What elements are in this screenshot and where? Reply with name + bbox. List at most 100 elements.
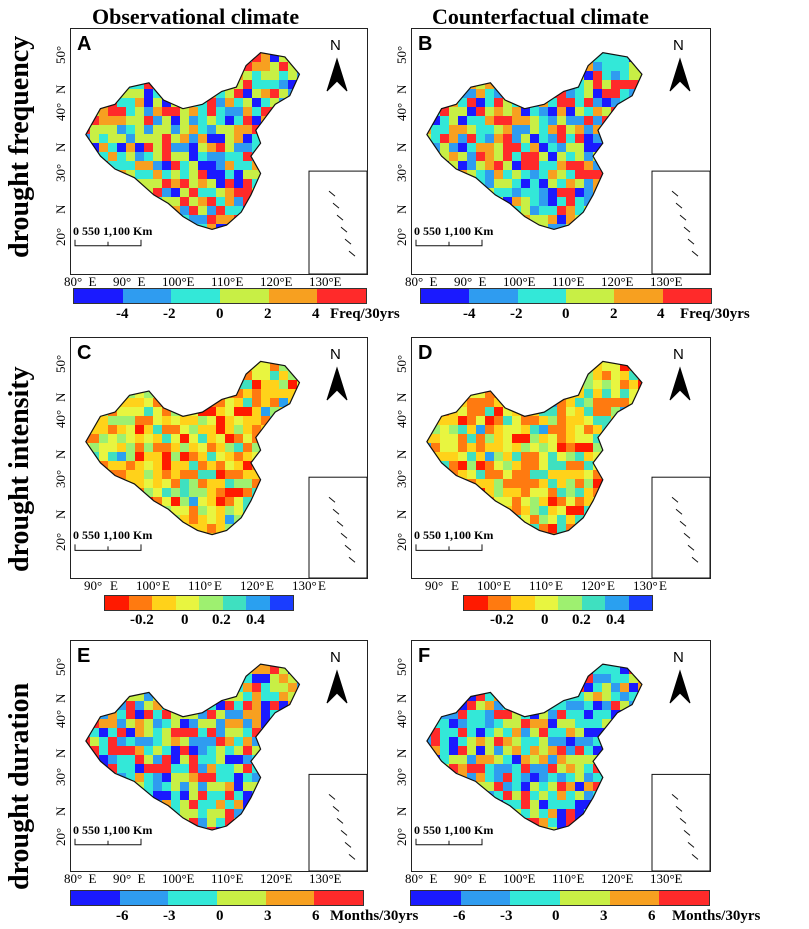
island-dash bbox=[336, 214, 344, 221]
latitude-label: N bbox=[394, 84, 409, 94]
colorbar-swatch bbox=[511, 596, 535, 610]
colorbar-swatch bbox=[560, 891, 610, 905]
colorbar-swatch bbox=[168, 891, 218, 905]
longitude-label: 80° bbox=[64, 871, 83, 886]
island-dash bbox=[340, 226, 348, 233]
colorbar-swatch bbox=[517, 289, 566, 303]
island-dash bbox=[344, 544, 352, 551]
latitude-label: 50° bbox=[394, 354, 409, 373]
latitude-label: 50° bbox=[394, 46, 409, 65]
island-dash bbox=[691, 854, 699, 860]
duration-tick: -3 bbox=[500, 908, 513, 924]
latitude-label: N bbox=[394, 806, 409, 816]
map-panel-f: F N 0 550 1,100 Km bbox=[411, 640, 711, 872]
island-dash bbox=[348, 250, 356, 257]
duration-tick: 6 bbox=[648, 908, 656, 924]
duration-tick: -6 bbox=[116, 908, 129, 924]
island-dash bbox=[328, 190, 336, 197]
colorbar-duration-left bbox=[70, 890, 364, 906]
longitude-label: E bbox=[555, 578, 563, 593]
freq-tick: 4 bbox=[312, 306, 320, 322]
island-dash bbox=[675, 806, 683, 812]
longitude-label: 100° bbox=[162, 274, 187, 289]
latitude-label: 30° bbox=[394, 163, 409, 182]
colorbar-swatch bbox=[605, 596, 629, 610]
latitude-label: 40° bbox=[53, 710, 68, 729]
longitude-label: 120° bbox=[240, 578, 265, 593]
colorbar-swatch bbox=[269, 596, 293, 610]
longitude-label: 90° bbox=[113, 871, 132, 886]
longitude-label: 100° bbox=[503, 274, 528, 289]
latitude-label: 20° bbox=[53, 227, 68, 246]
colorbar-swatch bbox=[487, 596, 511, 610]
island-dash bbox=[332, 202, 340, 209]
island-dash bbox=[691, 556, 699, 563]
longitude-label: E bbox=[674, 871, 683, 886]
longitude-label: 90° bbox=[113, 274, 132, 289]
south-china-sea-inset bbox=[308, 170, 367, 274]
island-dash bbox=[683, 226, 691, 233]
colorbar-swatch bbox=[128, 596, 152, 610]
longitude-label: 110° bbox=[211, 871, 236, 886]
island-dash bbox=[348, 556, 356, 563]
latitude-label: N bbox=[53, 748, 68, 759]
colorbar-swatch bbox=[222, 596, 246, 610]
duration-tick: 3 bbox=[600, 908, 608, 924]
longitude-label: 100° bbox=[162, 871, 187, 886]
colorbar-duration-right bbox=[410, 890, 710, 906]
longitude-label: E bbox=[333, 274, 342, 289]
island-dash bbox=[687, 238, 695, 245]
north-label: N bbox=[330, 649, 341, 666]
colorbar-swatch bbox=[464, 596, 488, 610]
longitude-label: 120° bbox=[581, 578, 606, 593]
latitude-label: N bbox=[394, 510, 409, 520]
longitude-label: E bbox=[429, 274, 438, 289]
south-china-sea-inset bbox=[651, 170, 710, 274]
longitude-label: E bbox=[235, 274, 244, 289]
latitude-label: 20° bbox=[53, 532, 68, 551]
longitude-label: 130° bbox=[309, 274, 334, 289]
country-border bbox=[85, 51, 301, 231]
latitude-label: 30° bbox=[394, 767, 409, 786]
freq-tick: 4 bbox=[657, 306, 665, 322]
longitude-label: 130° bbox=[650, 871, 675, 886]
colorbar-swatch bbox=[175, 596, 199, 610]
colorbar-swatch bbox=[71, 891, 120, 905]
china-map-a bbox=[74, 51, 367, 274]
longitude-label: E bbox=[451, 578, 459, 593]
country-border bbox=[85, 360, 301, 536]
longitude-label: E bbox=[214, 578, 222, 593]
duration-tick: -3 bbox=[163, 908, 176, 924]
duration-tick: -6 bbox=[453, 908, 466, 924]
longitude-label: 80° bbox=[405, 871, 424, 886]
colorbar-intensity-left bbox=[104, 595, 294, 611]
latitude-label: 40° bbox=[53, 102, 68, 121]
longitude-label: E bbox=[186, 871, 195, 886]
latitude-label: N bbox=[53, 693, 68, 704]
island-dash bbox=[340, 532, 348, 539]
scale-bar bbox=[74, 239, 142, 247]
latitude-label: 30° bbox=[53, 163, 68, 182]
latitude-label: N bbox=[394, 693, 409, 704]
panel-label-a: A bbox=[77, 33, 92, 55]
latitude-label: 40° bbox=[53, 409, 68, 429]
panel-label-e: E bbox=[77, 645, 91, 667]
south-china-sea-inset bbox=[651, 773, 710, 871]
latitude-label: 20° bbox=[53, 827, 68, 846]
map-panel-a: A N 0 550 1,100 Km bbox=[70, 28, 368, 275]
china-map-d bbox=[415, 360, 710, 578]
south-china-sea-inset bbox=[651, 476, 710, 578]
latitude-label: 20° bbox=[394, 532, 409, 551]
scale-bar-label: 0 550 1,100 Km bbox=[414, 822, 494, 837]
longitude-label: 130° bbox=[292, 578, 317, 593]
scale-bar-label: 0 550 1,100 Km bbox=[414, 223, 494, 238]
colorbar-swatch bbox=[558, 596, 582, 610]
colorbar-swatch bbox=[659, 891, 710, 905]
island-dash bbox=[348, 854, 356, 860]
panel-label-c: C bbox=[77, 342, 92, 364]
latitude-label: 40° bbox=[394, 102, 409, 121]
colorbar-swatch bbox=[122, 289, 172, 303]
scale-bar bbox=[415, 239, 483, 247]
duration-tick: 6 bbox=[312, 908, 320, 924]
colorbar-swatch bbox=[565, 289, 615, 303]
